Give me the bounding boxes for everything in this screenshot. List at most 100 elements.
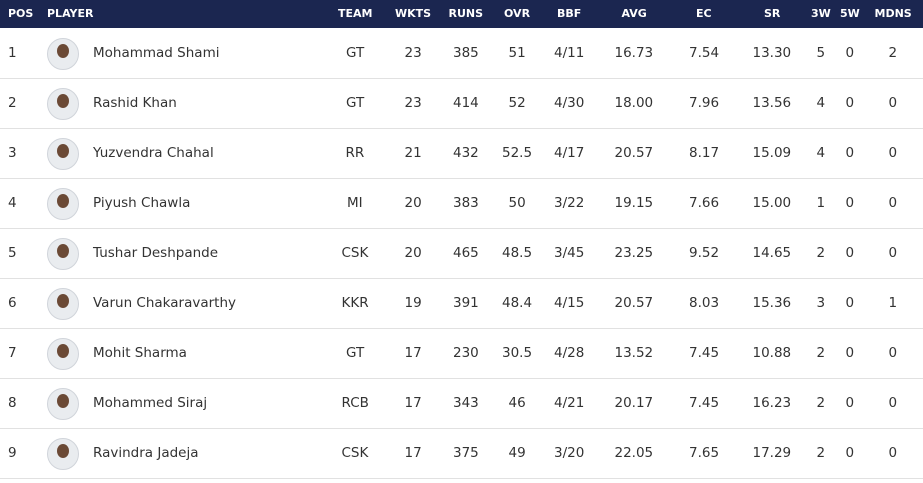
cell-value: 4/28 bbox=[554, 345, 585, 361]
cell-value: 5 bbox=[816, 45, 826, 61]
player-row[interactable]: 7 Mohit Sharma GT 17 230 30.5 4/28 13.52 7.45 10.… bbox=[0, 329, 923, 379]
cell-value: 385 bbox=[453, 45, 479, 61]
cell-value: KKR bbox=[341, 295, 369, 311]
cell-value: 15.00 bbox=[752, 195, 792, 211]
cell-value: 2 bbox=[816, 245, 826, 261]
cell-value: 0 bbox=[888, 195, 898, 211]
player-avatar bbox=[47, 88, 79, 120]
player-name: Yuzvendra Chahal bbox=[93, 145, 214, 161]
cell-value: 0 bbox=[888, 445, 898, 461]
cell-value: GT bbox=[346, 45, 365, 61]
cell-value: 46 bbox=[508, 395, 526, 411]
cell-value: 19.15 bbox=[614, 195, 654, 211]
cell-value: 391 bbox=[453, 295, 479, 311]
player-name: Piyush Chawla bbox=[93, 195, 191, 211]
cell-value: CSK bbox=[341, 445, 369, 461]
cell-value: 6 bbox=[8, 295, 17, 311]
player-row[interactable]: 3 Yuzvendra Chahal RR 21 432 52.5 4/17 20.57 8.1… bbox=[0, 129, 923, 179]
cell-value: 49 bbox=[508, 445, 526, 461]
cell-value: GT bbox=[346, 95, 365, 111]
player-avatar bbox=[47, 138, 79, 170]
column-header: SR bbox=[764, 7, 781, 20]
cell-value: 16.23 bbox=[752, 395, 792, 411]
player-avatar bbox=[47, 188, 79, 220]
cell-value: 20 bbox=[404, 245, 422, 261]
player-name: Mohammed Siraj bbox=[93, 395, 208, 411]
cell-value: 23 bbox=[404, 95, 422, 111]
cell-value: 4 bbox=[8, 195, 17, 211]
player-avatar bbox=[47, 238, 79, 270]
player-row[interactable]: 4 Piyush Chawla MI 20 383 50 3/22 19.15 7.66 15.0… bbox=[0, 179, 923, 229]
player-row[interactable]: 5 Tushar Deshpande CSK 20 465 48.5 3/45 23.25 9.… bbox=[0, 229, 923, 279]
column-header: EC bbox=[696, 7, 712, 20]
player-row[interactable]: 8 Mohammed Siraj RCB 17 343 46 4/21 20.17 7.45 16… bbox=[0, 379, 923, 429]
cell-value: 20.57 bbox=[614, 145, 654, 161]
cell-value: 3/45 bbox=[554, 245, 585, 261]
cell-value: 0 bbox=[845, 95, 855, 111]
player-row[interactable]: 9 Ravindra Jadeja CSK 17 375 49 3/20 22.05 7.65 1… bbox=[0, 429, 923, 479]
cell-value: 7.54 bbox=[689, 45, 720, 61]
cell-value: 465 bbox=[453, 245, 479, 261]
cell-value: 21 bbox=[404, 145, 422, 161]
cell-value: 16.73 bbox=[614, 45, 654, 61]
cell-value: 20.17 bbox=[614, 395, 654, 411]
cell-value: 375 bbox=[453, 445, 479, 461]
cell-value: 383 bbox=[453, 195, 479, 211]
cell-value: 230 bbox=[453, 345, 479, 361]
cell-value: 8.17 bbox=[689, 145, 720, 161]
cell-value: 17 bbox=[404, 445, 422, 461]
cell-value: 7.66 bbox=[689, 195, 720, 211]
cell-value: 0 bbox=[888, 245, 898, 261]
cell-value: 2 bbox=[816, 445, 826, 461]
column-header: 3W bbox=[811, 7, 831, 20]
cell-value: 4/30 bbox=[554, 95, 585, 111]
cell-value: 17 bbox=[404, 395, 422, 411]
cell-value: 0 bbox=[888, 395, 898, 411]
player-name: Mohammad Shami bbox=[93, 45, 220, 61]
cell-value: 0 bbox=[845, 345, 855, 361]
cell-value: 48.4 bbox=[502, 295, 533, 311]
player-row[interactable]: 1 Mohammad Shami GT 23 385 51 4/11 16.73 7.54 13.… bbox=[0, 29, 923, 79]
cell-value: 0 bbox=[888, 345, 898, 361]
column-header: PLAYER bbox=[47, 7, 94, 20]
cell-value: 4/15 bbox=[554, 295, 585, 311]
player-name: Varun Chakaravarthy bbox=[93, 295, 236, 311]
cell-value: 0 bbox=[845, 445, 855, 461]
column-header: TEAM bbox=[338, 7, 373, 20]
cell-value: 17 bbox=[404, 345, 422, 361]
cell-value: 0 bbox=[845, 145, 855, 161]
cell-value: 1 bbox=[888, 295, 898, 311]
cell-value: 20 bbox=[404, 195, 422, 211]
cell-value: RR bbox=[345, 145, 365, 161]
cell-value: 50 bbox=[508, 195, 526, 211]
player-name: Mohit Sharma bbox=[93, 345, 187, 361]
cell-value: 4/11 bbox=[554, 45, 585, 61]
cell-value: 51 bbox=[508, 45, 526, 61]
column-header: POS bbox=[8, 7, 34, 20]
cell-value: 0 bbox=[845, 395, 855, 411]
player-row[interactable]: 2 Rashid Khan GT 23 414 52 4/30 18.00 7.96 13.56 4… bbox=[0, 79, 923, 129]
cell-value: 30.5 bbox=[502, 345, 533, 361]
column-header: MDNS bbox=[874, 7, 912, 20]
cell-value: 4 bbox=[816, 145, 826, 161]
cell-value: 0 bbox=[888, 145, 898, 161]
cell-value: 15.09 bbox=[752, 145, 792, 161]
cell-value: 7.45 bbox=[689, 395, 720, 411]
column-header: BBF bbox=[557, 7, 582, 20]
player-row[interactable]: 6 Varun Chakaravarthy KKR 19 391 48.4 4/15 20.5… bbox=[0, 279, 923, 329]
cell-value: 2 bbox=[8, 95, 17, 111]
cell-value: 2 bbox=[816, 395, 826, 411]
player-name: Ravindra Jadeja bbox=[93, 445, 199, 461]
column-header: RUNS bbox=[448, 7, 484, 20]
cell-value: 17.29 bbox=[752, 445, 792, 461]
cell-value: 5 bbox=[8, 245, 17, 261]
cell-value: 0 bbox=[888, 95, 898, 111]
player-name: Rashid Khan bbox=[93, 95, 177, 111]
column-header: WKTS bbox=[395, 7, 432, 20]
player-avatar bbox=[47, 338, 79, 370]
cell-value: 13.56 bbox=[752, 95, 792, 111]
cell-value: 14.65 bbox=[752, 245, 792, 261]
cell-value: 9.52 bbox=[689, 245, 720, 261]
cell-value: 15.36 bbox=[752, 295, 792, 311]
column-header: 5W bbox=[840, 7, 860, 20]
